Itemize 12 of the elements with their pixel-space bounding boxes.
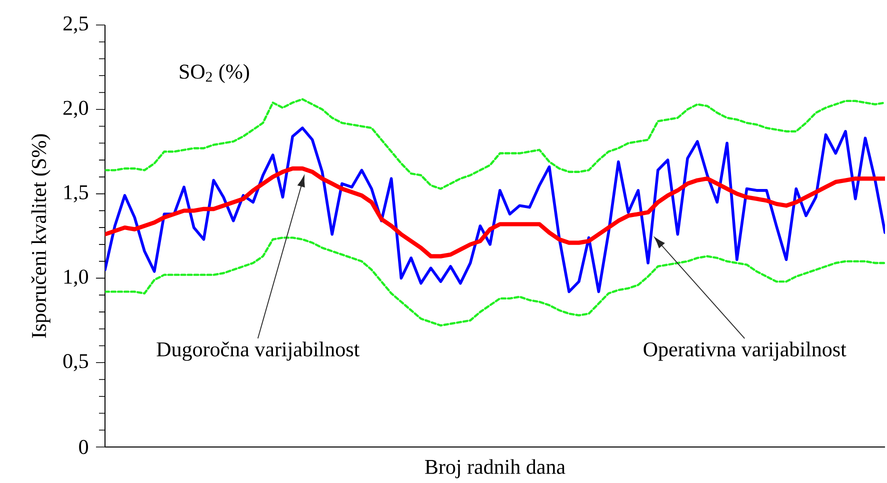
y-tick-label: 0,5 <box>63 354 88 372</box>
y-tick-label: 2,5 <box>63 16 88 34</box>
annotation: Operativna varijabilnost <box>644 342 846 361</box>
y-tick-label: 0 <box>79 440 88 454</box>
x-axis-title: Broj radnih dana <box>425 459 566 478</box>
y-tick-label: 1,0 <box>64 270 88 287</box>
line-series <box>105 126 886 294</box>
annotation: Dugoročna varijabilnost <box>156 342 360 361</box>
y-axis-title: Isporučeni kvalitet (S%) <box>31 134 50 338</box>
y-tick-label: 1,5 <box>64 185 88 202</box>
annotation: SO$_{2}$ (%) <box>180 64 249 84</box>
y-tick-label: 2,0 <box>63 100 88 118</box>
